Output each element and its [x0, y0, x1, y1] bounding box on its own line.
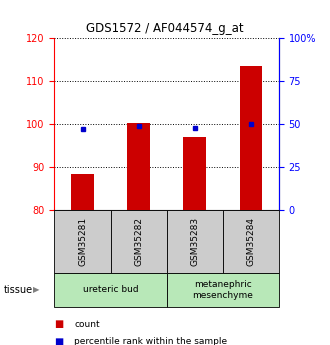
- Text: GSM35282: GSM35282: [134, 217, 143, 266]
- Text: ■: ■: [54, 319, 64, 329]
- Text: count: count: [74, 320, 100, 329]
- Bar: [54, 273, 167, 307]
- Bar: [54, 210, 111, 273]
- Text: percentile rank within the sample: percentile rank within the sample: [74, 337, 227, 345]
- Text: tissue: tissue: [3, 285, 32, 295]
- Text: ▶: ▶: [33, 285, 40, 294]
- Bar: [223, 210, 279, 273]
- Text: GSM35284: GSM35284: [246, 217, 255, 266]
- Bar: [111, 210, 167, 273]
- Text: ■: ■: [54, 337, 64, 345]
- Text: GSM35283: GSM35283: [190, 217, 199, 266]
- Bar: [240, 66, 262, 210]
- Bar: [167, 210, 223, 273]
- Text: GSM35281: GSM35281: [78, 217, 87, 266]
- Text: GDS1572 / AF044574_g_at: GDS1572 / AF044574_g_at: [86, 22, 244, 36]
- Bar: [183, 137, 206, 210]
- Bar: [127, 123, 150, 210]
- Text: ureteric bud: ureteric bud: [83, 285, 138, 294]
- Text: metanephric
mesenchyme: metanephric mesenchyme: [192, 280, 253, 299]
- Bar: [71, 174, 94, 210]
- Bar: [167, 273, 279, 307]
